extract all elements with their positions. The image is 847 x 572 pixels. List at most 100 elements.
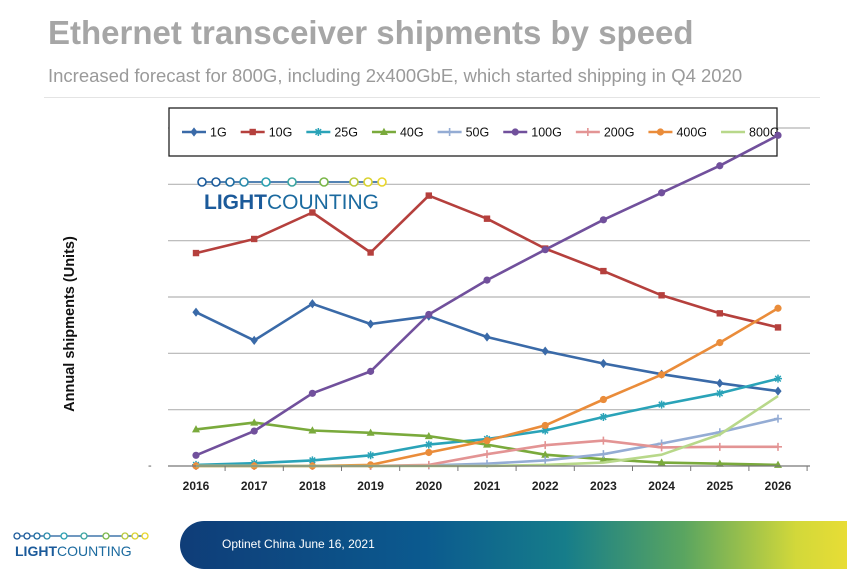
line-chart: 1G 10G 25G 40G 50G 100G 200G 400G 800G 2016 2017 2…: [62, 107, 810, 493]
series-10g: [192, 192, 782, 331]
grid-lines: [168, 127, 810, 411]
data-point: [367, 319, 375, 329]
data-point: [599, 455, 608, 463]
x-tick-label: 2021: [474, 479, 501, 493]
legend-label: 400G: [676, 126, 707, 140]
data-point: [599, 358, 607, 369]
data-point: [541, 421, 549, 430]
legend-label: 800G: [749, 126, 780, 140]
data-point: [309, 209, 316, 216]
data-point: [308, 299, 316, 309]
data-point: [774, 442, 782, 451]
series-100g: [192, 131, 782, 459]
data-point: [250, 335, 258, 345]
legend-entry: 200G: [575, 126, 634, 140]
data-point: [251, 235, 258, 243]
data-point: [658, 371, 666, 379]
data-point: [192, 249, 200, 257]
legend-label: 10G: [269, 126, 293, 140]
y-axis-tick-label: -: [148, 460, 152, 472]
legend-marker: [249, 128, 256, 136]
footer-gradient-bar: [180, 521, 847, 569]
data-point: [308, 426, 317, 434]
data-point: [483, 276, 491, 284]
data-point: [599, 436, 608, 445]
data-point: [483, 215, 491, 222]
y-axis-label: Annual shipments (Units): [62, 236, 78, 412]
data-point: [716, 378, 724, 388]
data-point: [483, 332, 491, 342]
data-point: [657, 443, 666, 452]
data-point: [599, 395, 608, 404]
x-tick-label: 2024: [648, 479, 675, 493]
series-line: [195, 194, 779, 329]
legend-label: 50G: [466, 126, 490, 140]
data-point: [774, 386, 782, 396]
data-point: [715, 459, 724, 467]
series-1g: [192, 299, 782, 396]
legend-label: 40G: [400, 126, 424, 140]
data-point: [715, 389, 724, 398]
lightcounting-footer-logo: LIGHTCOUNTING: [13, 532, 149, 559]
x-tick-label: 2017: [241, 479, 268, 493]
legend-marker: [656, 128, 665, 136]
data-point: [366, 428, 375, 436]
chart-panel: 1G 10G 25G 40G 50G 100G 200G 400G 800G 2016 2017 2…: [44, 97, 820, 510]
data-point: [367, 367, 375, 375]
data-point: [541, 426, 550, 435]
x-tick-label: 2020: [415, 479, 442, 493]
legend-entry: 800G: [721, 126, 780, 140]
data-point: [308, 389, 316, 397]
x-tick-label: 2016: [183, 479, 210, 493]
svg-text:LIGHTCOUNTING: LIGHTCOUNTING: [15, 543, 132, 559]
series-line: [195, 302, 779, 393]
data-point: [541, 441, 550, 450]
legend-entry: 100G: [503, 126, 562, 140]
data-point: [774, 374, 782, 383]
data-point: [657, 400, 666, 409]
legend-marker: [511, 128, 519, 136]
x-tick-label: 2023: [590, 479, 617, 493]
legend-box: [168, 107, 778, 157]
data-point: [483, 437, 491, 445]
x-tick-label: 2019: [357, 479, 384, 493]
data-point: [599, 412, 608, 421]
data-point: [716, 339, 724, 347]
x-tick-label: 2018: [299, 479, 326, 493]
footer-logo-light: LIGHT: [15, 543, 57, 559]
legend-entry: 40G: [371, 126, 424, 140]
series-line: [195, 134, 779, 457]
data-point: [541, 246, 549, 254]
footer-event-text: Optinet China June 16, 2021: [222, 537, 375, 551]
x-tick-label: 2026: [765, 479, 792, 493]
legend-entry: 25G: [306, 126, 358, 140]
legend-marker: [445, 128, 454, 136]
data-point: [716, 310, 723, 317]
data-point: [192, 307, 200, 317]
data-point: [424, 431, 433, 440]
data-point: [424, 440, 433, 449]
legend-label: 100G: [531, 126, 562, 140]
legend-entry: 10G: [240, 126, 293, 140]
data-point: [716, 162, 724, 170]
lightcounting-chart-logo: LIGHTCOUNTING: [197, 177, 387, 214]
legend-label: 25G: [334, 126, 358, 140]
data-point: [192, 451, 200, 459]
data-point: [250, 418, 259, 426]
legend-marker: [314, 128, 323, 136]
data-point: [483, 450, 491, 459]
legend-entry: 400G: [648, 126, 707, 140]
legend-marker: [583, 128, 592, 136]
legend-entry: 50G: [437, 126, 490, 140]
data-point: [425, 310, 433, 319]
footer-logo-counting: COUNTING: [57, 543, 132, 559]
x-tick-label: 2025: [706, 479, 733, 493]
data-point: [425, 448, 433, 457]
data-point: [541, 450, 550, 458]
data-point: [774, 414, 782, 423]
data-point: [367, 249, 374, 256]
x-axis: 2016 2017 2018 2019 2020 2021 2022 2023 2024 2025…: [168, 465, 810, 493]
x-tick-label: 2022: [532, 479, 559, 493]
data-point: [774, 304, 782, 312]
chart-logo-counting: COUNTING: [267, 191, 379, 214]
